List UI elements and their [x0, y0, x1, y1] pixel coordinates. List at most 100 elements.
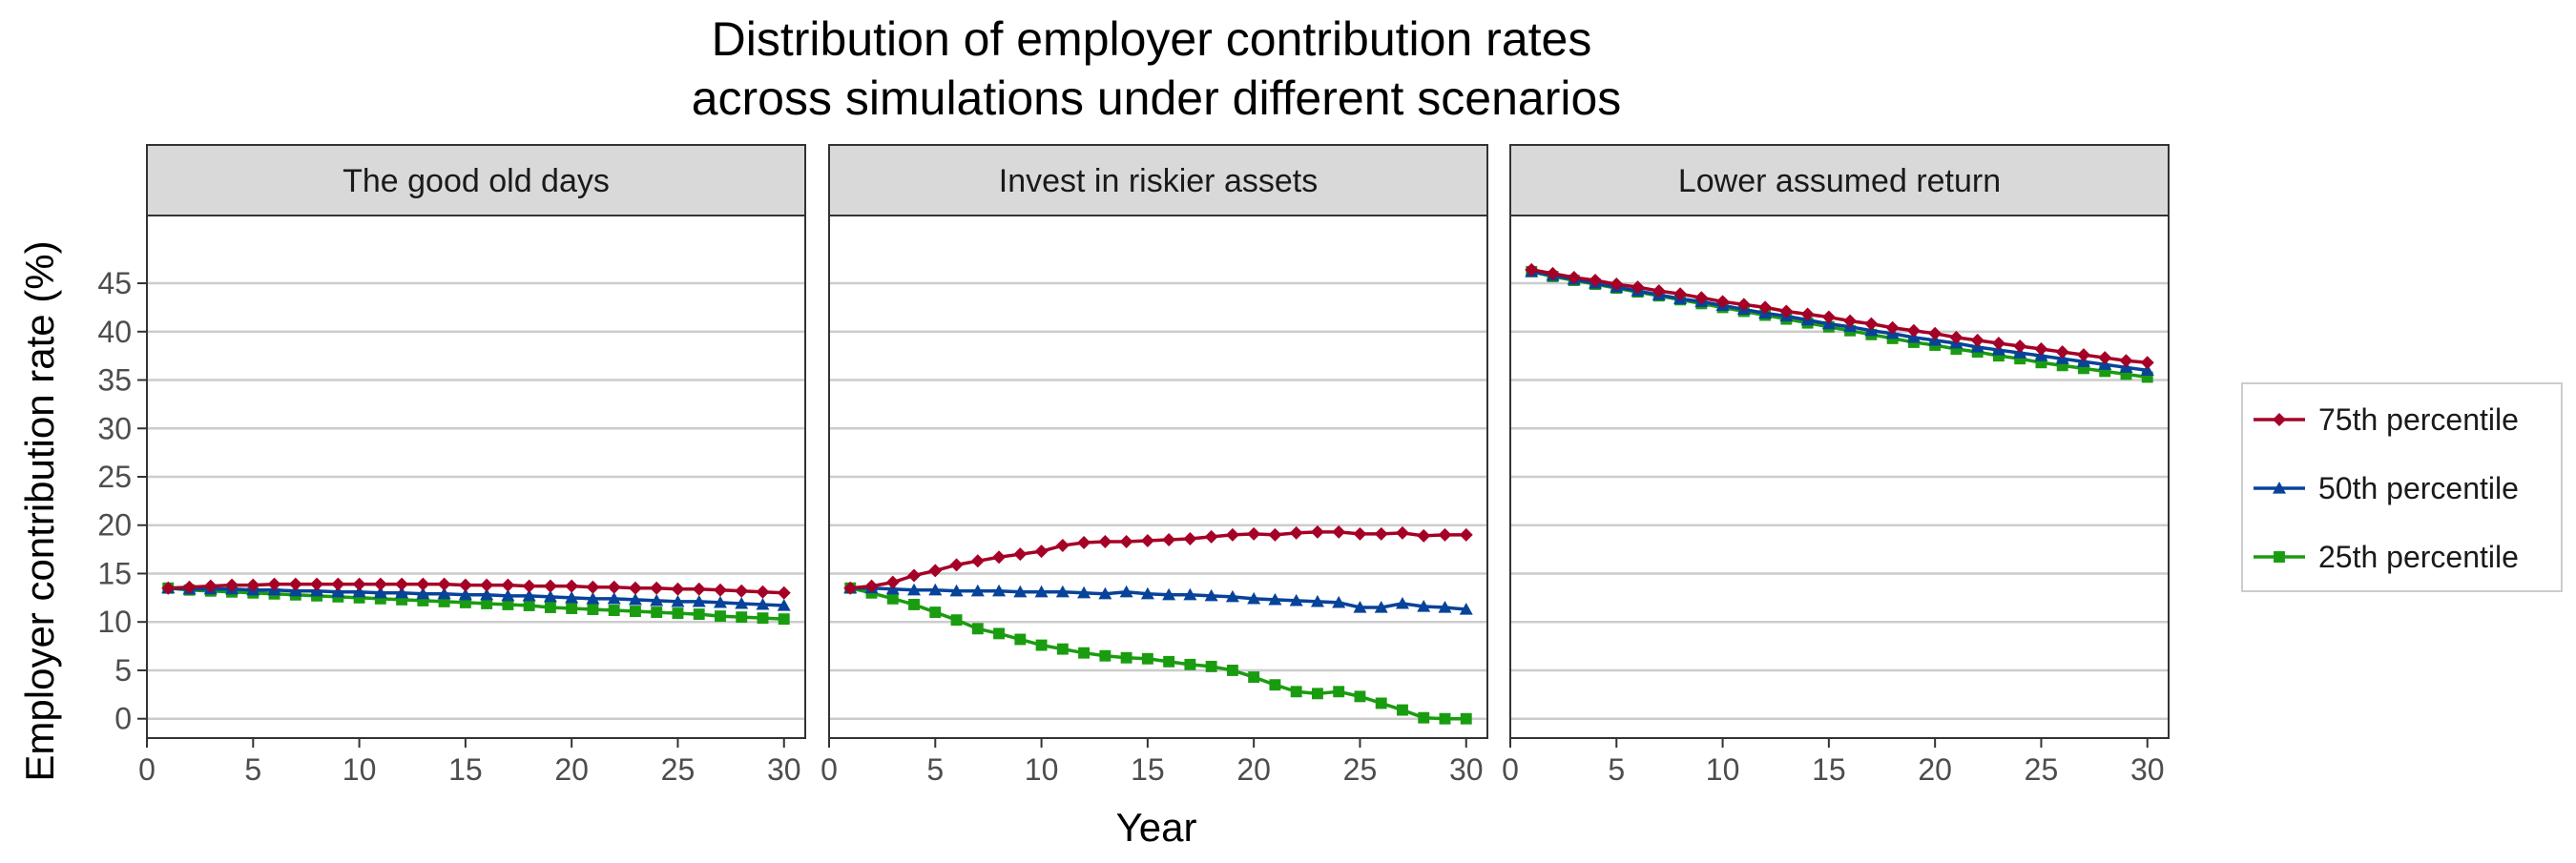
data-point	[1247, 591, 1261, 605]
data-point	[1631, 280, 1645, 295]
data-point	[1758, 300, 1773, 315]
data-point	[1162, 532, 1176, 546]
data-point	[1546, 266, 1560, 280]
data-point	[1610, 277, 1624, 292]
data-point	[1885, 320, 1900, 335]
data-point	[1950, 343, 1963, 355]
data-point	[373, 586, 387, 599]
data-point	[1652, 284, 1666, 298]
x-tick-label: 10	[343, 752, 377, 787]
data-point	[1183, 531, 1197, 545]
data-point	[501, 588, 515, 602]
data-point	[908, 599, 920, 610]
data-point	[1141, 652, 1153, 665]
data-point	[1439, 712, 1451, 725]
y-tick-label: 25	[97, 460, 132, 494]
series-line	[168, 586, 784, 621]
x-tick-label: 25	[2025, 752, 2059, 787]
legend-label: 50th percentile	[2318, 471, 2519, 505]
data-point	[416, 577, 430, 591]
data-point	[1140, 586, 1154, 600]
data-point	[437, 577, 451, 591]
data-point	[395, 577, 409, 591]
facet-title: Invest in riskier assets	[999, 163, 1318, 199]
data-point	[2099, 365, 2111, 378]
data-point	[650, 593, 664, 606]
data-point	[1055, 539, 1070, 553]
data-point	[481, 597, 493, 609]
data-point	[1332, 524, 1346, 539]
data-point	[586, 580, 600, 594]
data-point	[1589, 273, 1603, 287]
x-tick-label: 10	[1706, 752, 1740, 787]
facet-title: The good old days	[343, 163, 610, 199]
data-point	[203, 579, 218, 593]
data-point	[1247, 526, 1261, 541]
data-point	[1248, 671, 1260, 684]
data-point	[2056, 360, 2068, 372]
data-point	[1459, 603, 1473, 615]
x-tick-label: 20	[554, 752, 589, 787]
data-point	[949, 584, 964, 597]
facet-panel: Invest in riskier assets 0 5 10 15 20 25 30	[821, 144, 1488, 787]
data-point	[225, 578, 239, 592]
data-point	[438, 595, 450, 607]
data-point	[1992, 350, 2005, 362]
data-point	[1034, 585, 1049, 598]
data-point	[1289, 525, 1303, 540]
data-point	[374, 592, 386, 605]
data-point	[1014, 633, 1027, 646]
data-point	[1290, 686, 1302, 698]
data-point	[1843, 314, 1858, 328]
data-point	[1374, 601, 1388, 613]
y-tick-label: 15	[97, 556, 132, 590]
y-tick-label: 35	[97, 363, 132, 398]
series-line	[850, 586, 1466, 611]
data-point	[565, 590, 579, 604]
data-point	[1353, 601, 1367, 613]
data-point	[352, 585, 366, 598]
data-point	[543, 589, 557, 603]
data-point	[756, 585, 770, 599]
data-point	[651, 606, 663, 619]
data-point	[713, 595, 727, 608]
data-point	[1225, 589, 1239, 603]
data-point	[971, 623, 984, 635]
data-point	[2120, 368, 2132, 380]
data-point	[970, 584, 985, 597]
data-point	[1673, 287, 1688, 301]
legend-marker	[2274, 551, 2285, 563]
data-point	[2013, 339, 2027, 353]
data-point	[843, 581, 858, 595]
data-point	[1034, 545, 1049, 559]
x-tick-label: 25	[661, 752, 696, 787]
x-tick-label: 5	[1608, 752, 1625, 787]
data-point	[671, 582, 685, 596]
x-tick-label: 15	[1131, 752, 1165, 787]
data-point	[2035, 357, 2047, 369]
data-point	[628, 592, 642, 606]
data-point	[331, 577, 345, 591]
data-point	[2140, 356, 2154, 370]
data-point	[1395, 525, 1409, 540]
data-point	[1736, 298, 1751, 312]
data-point	[1310, 594, 1324, 607]
data-point	[607, 591, 621, 605]
data-point	[1694, 291, 1709, 305]
data-point	[1395, 596, 1409, 609]
data-point	[352, 577, 366, 591]
chart-title-line-1: Distribution of employer contribution ra…	[712, 12, 1592, 66]
data-point	[1035, 639, 1048, 651]
data-point	[1397, 704, 1408, 716]
data-point	[1205, 660, 1217, 672]
data-point	[543, 579, 557, 593]
data-point	[993, 627, 1006, 640]
data-point	[628, 581, 642, 595]
data-point	[1333, 686, 1345, 698]
data-point	[1906, 323, 1921, 338]
data-point	[735, 596, 749, 609]
data-point	[2119, 354, 2133, 368]
series-line	[850, 530, 1466, 590]
data-point	[907, 583, 922, 596]
